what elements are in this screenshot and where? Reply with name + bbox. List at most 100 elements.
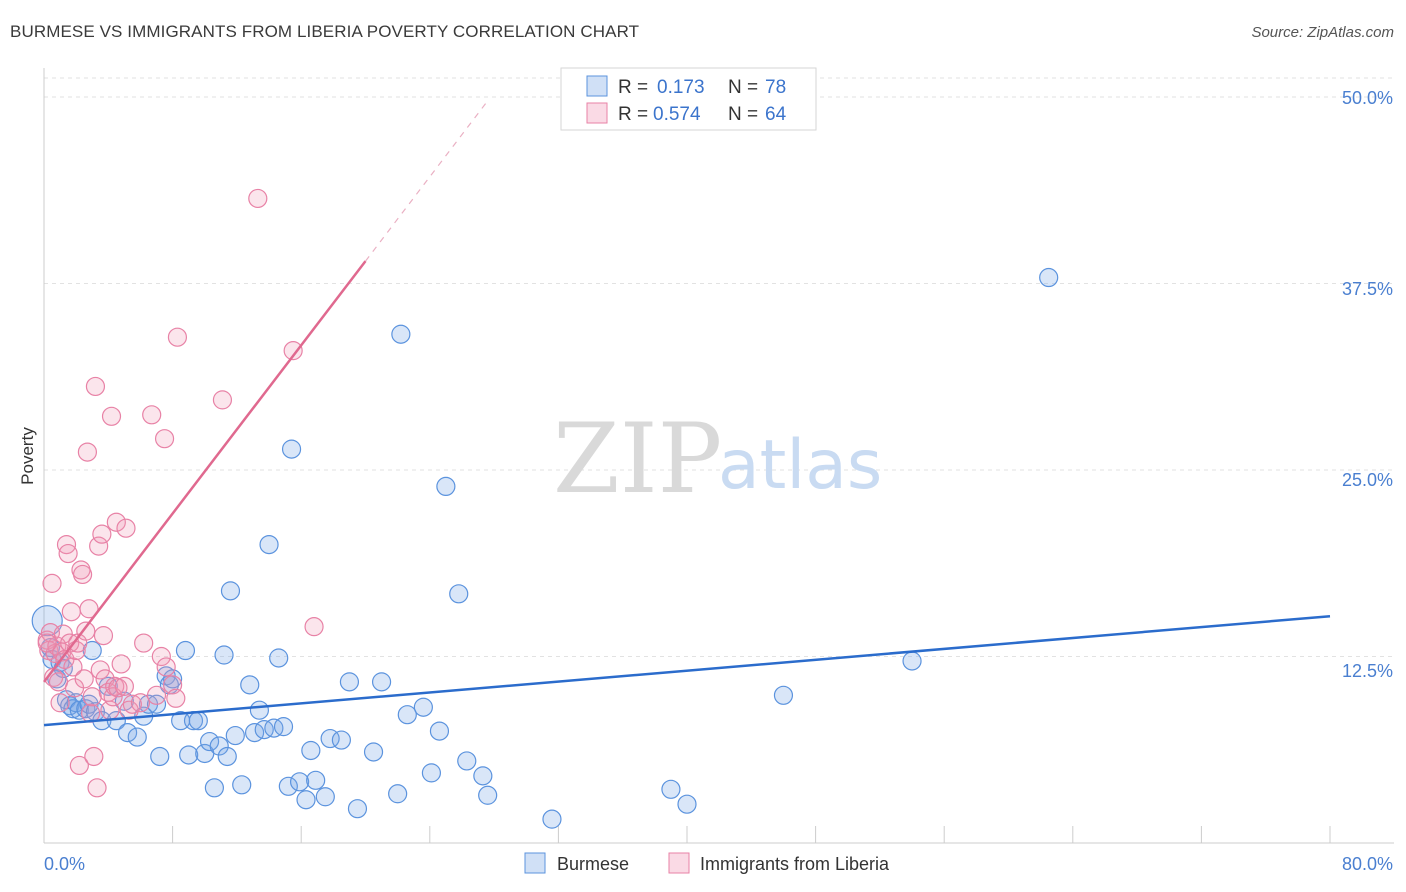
- burmese-point: [163, 669, 183, 689]
- burmese-point: [301, 740, 321, 761]
- x-tick-label-min: 0.0%: [44, 854, 85, 874]
- liberia-point: [134, 633, 154, 653]
- liberia-point: [116, 518, 136, 538]
- liberia-point: [87, 778, 107, 798]
- burmese-point: [339, 672, 360, 692]
- liberia-point: [166, 688, 186, 708]
- burmese-point: [209, 736, 229, 756]
- burmese-point: [220, 581, 241, 601]
- legend-r-label-liberia: R =: [618, 104, 648, 125]
- liberia-point: [50, 693, 70, 713]
- burmese-point: [264, 718, 284, 738]
- legend-box: [560, 67, 817, 131]
- burmese-point: [315, 787, 335, 807]
- liberia-point: [101, 406, 122, 426]
- liberia-point: [82, 687, 102, 707]
- burmese-point: [388, 784, 408, 804]
- legend-swatch-liberia: [586, 102, 608, 124]
- burmese-point: [363, 742, 384, 762]
- liberia-point: [248, 188, 268, 209]
- liberia-point: [283, 341, 303, 361]
- burmese-point: [249, 700, 270, 720]
- burmese-point: [278, 776, 298, 796]
- burmese-point: [413, 697, 433, 717]
- liberia-point: [154, 429, 175, 449]
- liberia-point: [151, 646, 171, 667]
- correlation-legend: R = 0.173 N = 78 R = 0.574 N = 64: [560, 67, 817, 131]
- y-axis-label: Poverty: [18, 427, 37, 485]
- burmese-point: [902, 651, 922, 671]
- burmese-point: [150, 746, 170, 767]
- burmese-point: [391, 324, 411, 344]
- bottom-legend-label-liberia: Immigrants from Liberia: [700, 854, 890, 874]
- liberia-point: [85, 376, 106, 397]
- liberia-trend-line: [43, 260, 367, 683]
- liberia-point: [105, 676, 125, 696]
- liberia-point: [106, 512, 126, 532]
- burmese-point: [254, 720, 274, 740]
- y-tick-label-37-5: 37.5%: [1342, 279, 1393, 299]
- legend-r-value-burmese: 0.173: [657, 77, 705, 98]
- liberia-point: [119, 700, 139, 720]
- burmese-point: [457, 751, 477, 771]
- watermark-atlas: atlas: [718, 426, 882, 505]
- legend-r-value-liberia: 0.574: [653, 104, 701, 125]
- burmese-point: [542, 809, 562, 829]
- liberia-point: [37, 633, 57, 653]
- burmese-point: [281, 439, 302, 459]
- burmese-point: [31, 605, 63, 637]
- burmese-point: [347, 799, 368, 819]
- legend-n-value-liberia: 64: [765, 104, 787, 125]
- liberia-points: [37, 188, 324, 798]
- burmese-point: [117, 722, 138, 743]
- liberia-point: [156, 657, 176, 677]
- burmese-point: [69, 700, 89, 720]
- liberia-point: [114, 676, 134, 696]
- liberia-point: [61, 602, 81, 622]
- legend-n-label-burmese: N =: [728, 77, 758, 98]
- source-label: Source: ZipAtlas.com: [1251, 24, 1394, 41]
- burmese-point: [259, 534, 279, 555]
- burmese-point: [397, 705, 417, 725]
- burmese-point: [421, 763, 442, 783]
- chart-title: BURMESE VS IMMIGRANTS FROM LIBERIA POVER…: [10, 22, 640, 41]
- burmese-point: [429, 721, 450, 741]
- x-tick-label-max: 80.0%: [1342, 854, 1393, 874]
- legend-swatch-burmese: [586, 75, 608, 97]
- liberia-point: [92, 524, 112, 544]
- burmese-point: [371, 672, 392, 692]
- burmese-point: [127, 727, 147, 747]
- series-legend: Burmese Immigrants from Liberia: [524, 852, 890, 874]
- y-tick-label-50: 50.0%: [1342, 88, 1393, 108]
- x-axis-ticks: [172, 826, 1331, 843]
- liberia-point: [122, 694, 143, 714]
- liberia-point: [76, 621, 96, 641]
- burmese-point: [289, 772, 310, 792]
- liberia-point: [79, 599, 99, 619]
- burmese-point: [331, 730, 351, 750]
- legend-r-label-burmese: R =: [618, 77, 648, 98]
- burmese-point: [473, 766, 493, 786]
- burmese-point: [661, 779, 681, 799]
- trend-lines: [43, 102, 1331, 727]
- liberia-point: [130, 693, 151, 713]
- liberia-point: [84, 746, 104, 767]
- legend-n-value-burmese: 78: [765, 77, 786, 98]
- liberia-point: [42, 573, 62, 593]
- liberia-point: [212, 390, 233, 410]
- liberia-point: [69, 755, 89, 776]
- liberia-point: [48, 672, 69, 692]
- liberia-point: [90, 660, 110, 680]
- liberia-point: [167, 327, 188, 347]
- liberia-point: [58, 543, 78, 564]
- bottom-legend-swatch-liberia: [668, 852, 690, 874]
- burmese-trend-line: [43, 614, 1331, 727]
- liberia-point: [77, 442, 98, 462]
- liberia-point: [142, 405, 162, 425]
- legend-n-label-liberia: N =: [728, 104, 758, 125]
- burmese-points: [31, 267, 1059, 829]
- burmese-point: [232, 775, 252, 795]
- y-tick-label-12-5: 12.5%: [1342, 661, 1393, 681]
- burmese-point: [306, 770, 326, 790]
